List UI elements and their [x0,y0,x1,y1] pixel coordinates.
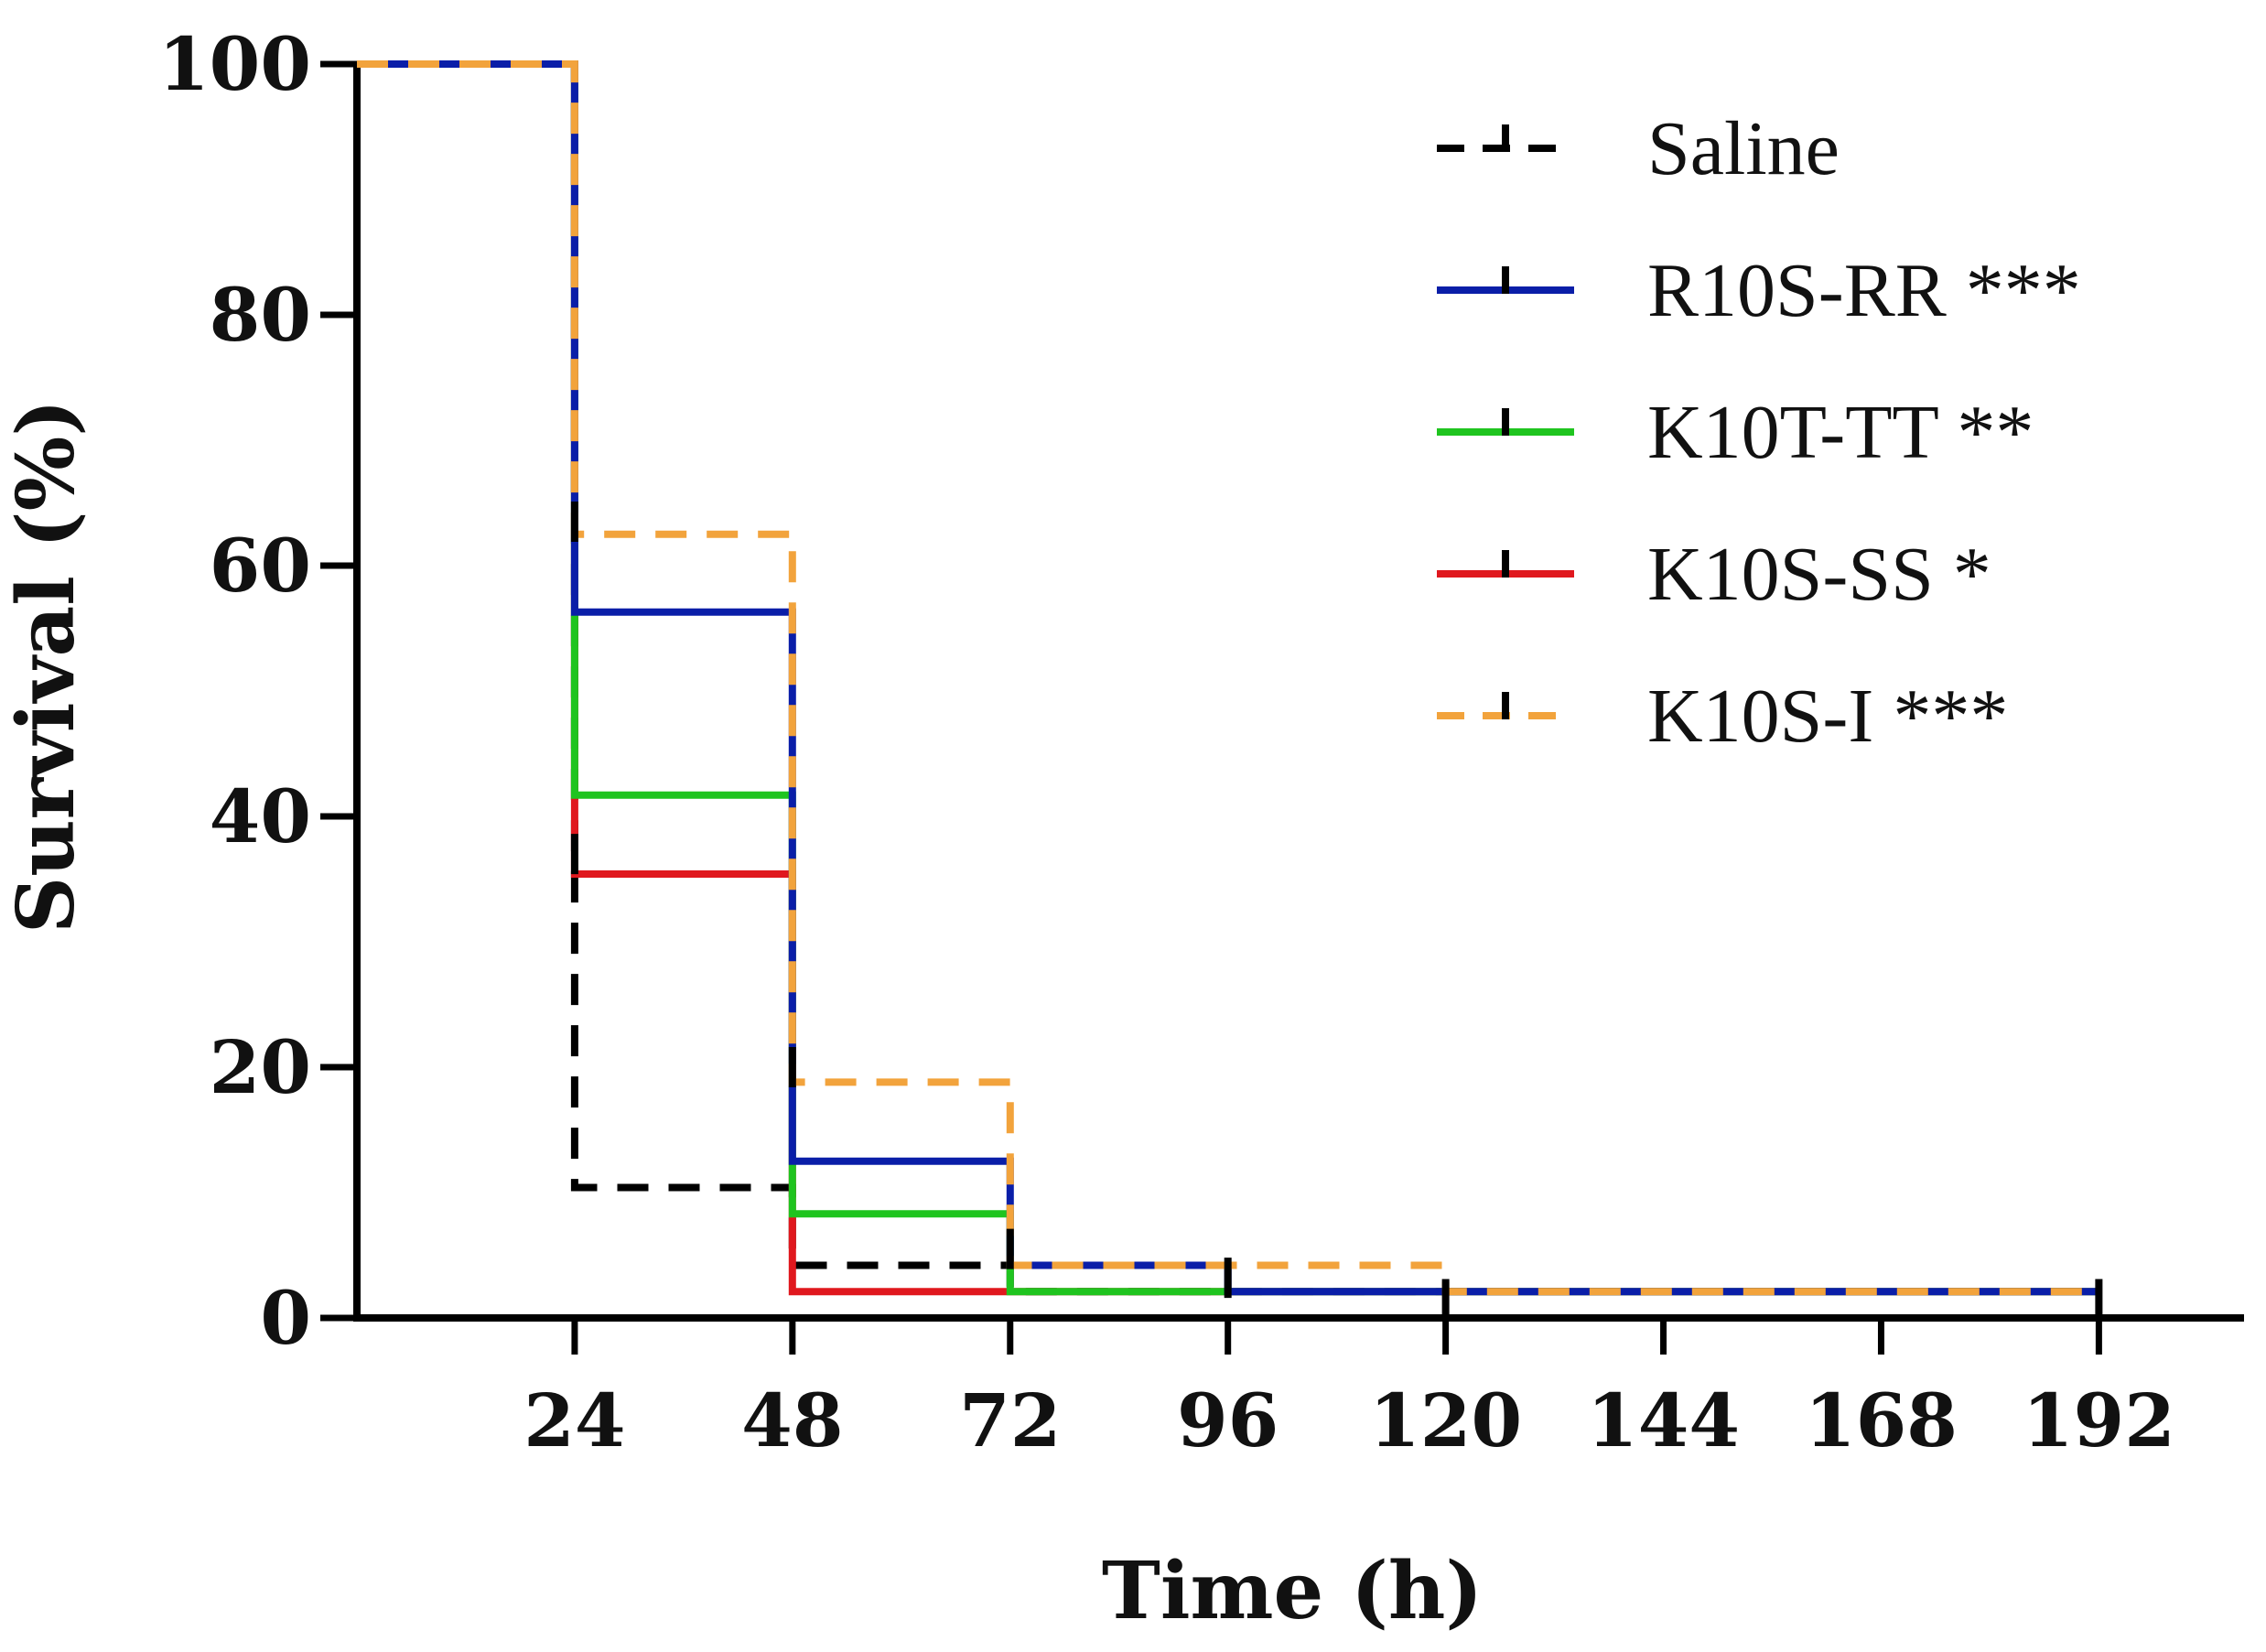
y-axis-title: Survival (%) [0,399,92,934]
x-tick-label: 48 [741,1377,843,1463]
y-tick-label: 40 [210,773,311,859]
y-tick-label: 20 [210,1024,311,1110]
x-tick-label: 96 [1177,1377,1279,1463]
axes-group: 24 48 72 96 120 144 168 192 0 20 40 60 80 100 [158,21,2244,1463]
legend-label-k10t-tt: K10T-TT ** [1647,390,2034,475]
y-tick-label: 100 [158,21,311,107]
legend: Saline R10S-RR *** K10T-TT ** K10S-SS * K10S… [1437,106,2081,759]
x-tick-label: 120 [1369,1377,1522,1463]
x-tick-label: 144 [1587,1377,1740,1463]
y-tick-label: 0 [260,1275,311,1361]
x-tick-label: 168 [1805,1377,1958,1463]
legend-label-k10s-i: K10S-I *** [1647,674,2008,759]
series-line-k10s-i [357,60,2099,1296]
x-tick-label: 192 [2023,1377,2175,1463]
legend-label-saline: Saline [1647,106,1840,191]
y-tick-label: 80 [210,272,311,358]
legend-label-k10s-ss: K10S-SS * [1647,532,1991,617]
censor-ticks-group [570,502,2103,1320]
y-tick-label: 60 [210,523,311,609]
x-axis-title: Time (h) [1102,1545,1483,1637]
legend-label-r10s-rr: R10S-RR *** [1647,248,2081,333]
x-tick-label: 72 [959,1377,1061,1463]
x-tick-label: 24 [523,1377,625,1463]
